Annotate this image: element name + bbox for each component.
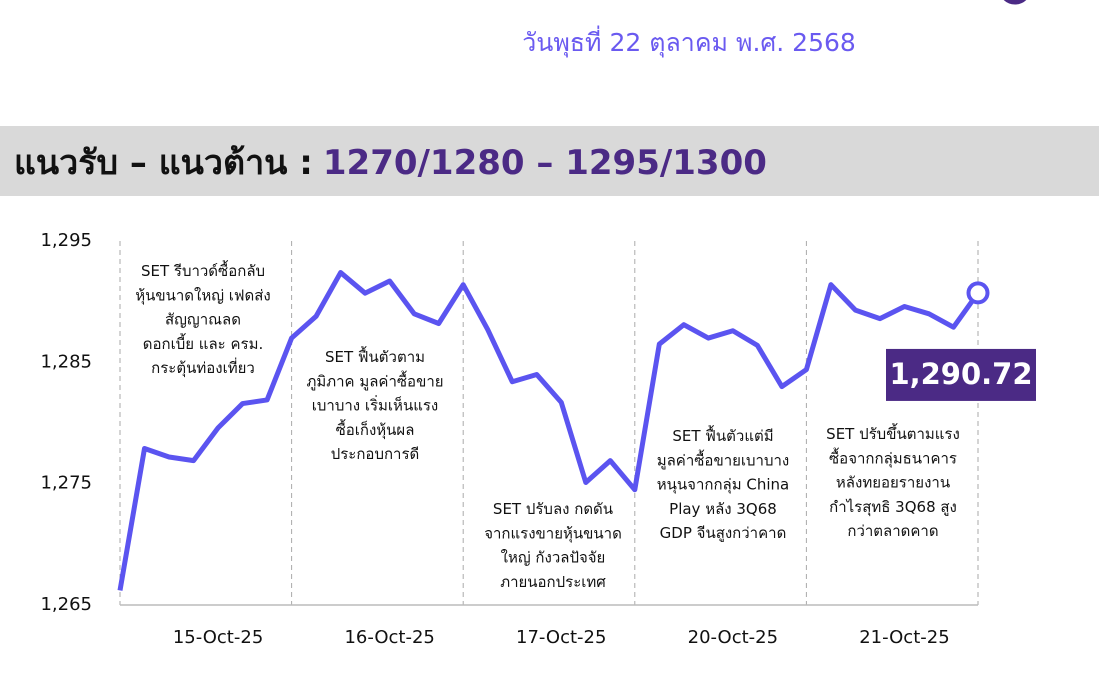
annotation-line: หนุนจากกลุ่ม China <box>657 475 789 494</box>
x-tick-label: 17-Oct-25 <box>516 627 606 648</box>
value-label: 1,290.72 <box>889 357 1032 391</box>
annotation-line: Play หลัง 3Q68 <box>669 499 777 517</box>
y-tick-label: 1,295 <box>40 230 92 251</box>
annotation-line: หุ้นขนาดใหญ่ เฟดส่ง <box>135 286 271 305</box>
annotation-line: จากแรงขายหุ้นขนาด <box>484 524 622 543</box>
annotation-line: ใหญ่ กังวลปัจจัย <box>501 548 606 566</box>
annotation-line: ซื้อเก็งหุ้นผล <box>336 418 415 439</box>
annotation-line: ซื้อจากกลุ่มธนาคาร <box>829 447 957 468</box>
annotation-line: SET ปรับลง กดดัน <box>493 500 613 518</box>
y-tick-label: 1,285 <box>40 351 92 372</box>
x-tick-label: 16-Oct-25 <box>344 627 434 648</box>
logo-fragment <box>1003 0 1027 5</box>
annotation-line: เบาบาง เริ่มเห็นแรง <box>312 394 439 414</box>
banner-label-text: แนวรับ – แนวต้าน : <box>14 143 313 183</box>
annotation: SET รีบาวด์ซื้อกลับหุ้นขนาดใหญ่ เฟดส่งสั… <box>135 260 271 378</box>
annotation: SET ปรับลง กดดันจากแรงขายหุ้นขนาดใหญ่ กั… <box>484 500 622 591</box>
x-tick-label: 15-Oct-25 <box>173 627 263 648</box>
annotation-line: มูลค่าซื้อขายเบาบาง <box>657 449 790 469</box>
annotation-line: หลังทยอยรายงาน <box>836 473 950 491</box>
annotation-line: ภูมิภาค มูลค่าซื้อขาย <box>306 370 443 390</box>
annotation: SET ฟื้นตัวตามภูมิภาค มูลค่าซื้อขายเบาบา… <box>306 346 443 463</box>
value-label-box <box>886 348 1036 401</box>
x-tick-label: 21-Oct-25 <box>859 627 949 648</box>
banner-value: 1270/1280 – 1295/1300 <box>323 143 767 183</box>
y-tick-label: 1,265 <box>40 594 92 615</box>
annotation-line: SET ฟื้นตัวแต่มี <box>672 425 773 445</box>
banner <box>0 126 1099 196</box>
annotation-line: ประกอบการดี <box>331 445 420 463</box>
annotation: SET ฟื้นตัวแต่มีมูลค่าซื้อขายเบาบางหนุนจ… <box>657 425 790 542</box>
annotation-line: ภายนอกประเทศ <box>500 572 606 590</box>
annotation-line: SET ปรับขึ้นตามแรง <box>826 423 960 443</box>
y-tick-label: 1,275 <box>40 473 92 494</box>
annotation-line: ดอกเบี้ย และ ครม. <box>143 332 263 352</box>
annotation-line: สัญญาณลด <box>165 310 241 328</box>
annotation-line: SET รีบาวด์ซื้อกลับ <box>141 260 265 280</box>
x-tick-label: 20-Oct-25 <box>688 627 778 648</box>
annotation-line: GDP จีนสูงกว่าคาด <box>660 524 787 542</box>
line <box>117 270 981 591</box>
banner-label: แนวรับ – แนวต้าน :1270/1280 – 1295/1300 <box>14 143 767 183</box>
annotation-line: กระตุ้นท่องเที่ยว <box>151 357 255 378</box>
end-marker <box>966 281 990 305</box>
date: วันพุธที่ 22 ตุลาคม พ.ศ. 2568 <box>522 25 856 58</box>
annotation-line: กว่าตลาดคาด <box>847 522 938 540</box>
annotation-line: SET ฟื้นตัวตาม <box>325 346 425 366</box>
annotation: SET ปรับขึ้นตามแรงซื้อจากกลุ่มธนาคารหลัง… <box>826 423 960 540</box>
annotation-line: กำไรสุทธิ 3Q68 สูง <box>829 497 957 516</box>
